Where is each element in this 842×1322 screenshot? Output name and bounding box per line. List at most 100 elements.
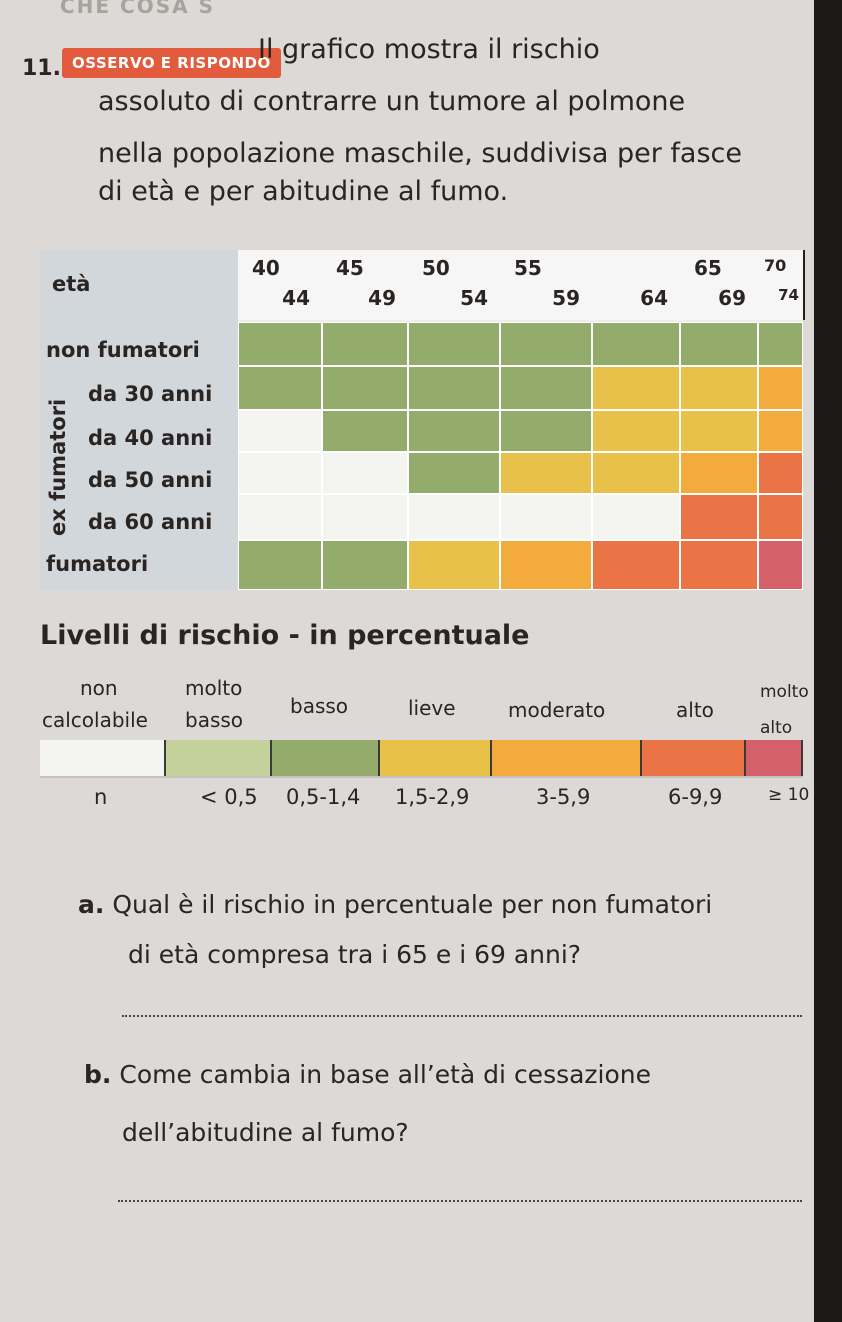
risk-cell: [238, 322, 322, 366]
legend-label-line-2: calcolabile: [42, 708, 148, 732]
row-label-column: età non fumatori da 30 anni da 40 anni d…: [40, 250, 238, 590]
legend-swatch: [492, 740, 642, 776]
risk-cell: [500, 322, 592, 366]
answer-line-b[interactable]: [118, 1200, 802, 1202]
legend-range: ≥ 10: [768, 785, 810, 805]
legend-label-line-2: basso: [290, 694, 349, 718]
age-group-end: 44: [282, 286, 310, 310]
age-group-0: 40 44: [238, 250, 324, 320]
row-label-da-50-anni: da 50 anni: [88, 468, 213, 492]
risk-cell: [408, 452, 500, 494]
risk-cell: [592, 322, 680, 366]
legend-swatch: [642, 740, 746, 776]
age-group-end: 64: [640, 286, 668, 310]
risk-cell: [592, 410, 680, 452]
risk-cell: [680, 494, 758, 540]
page-header-fragment: CHE COSA S: [60, 0, 215, 18]
question-b-line-1: b. Come cambia in base all’età di cessaz…: [84, 1060, 651, 1089]
legend-label-line-1: molto: [760, 682, 809, 702]
legend-swatch: [166, 740, 272, 776]
intro-line-2: assoluto di contrarre un tumore al polmo…: [98, 86, 686, 117]
age-group-start: 65: [694, 256, 722, 280]
legend-label-line-2: alto: [676, 698, 714, 722]
intro-line-4: di età e per abitudine al fumo.: [98, 176, 509, 207]
risk-cell: [758, 410, 803, 452]
risk-cell: [408, 494, 500, 540]
age-group-end: 49: [368, 286, 396, 310]
risk-cell: [500, 366, 592, 410]
age-group-5: 65 69: [680, 250, 760, 320]
risk-cell: [592, 494, 680, 540]
intro-line-3: nella popolazione maschile, suddivisa pe…: [98, 138, 743, 169]
legend-label-line-1: molto: [185, 676, 243, 700]
legend-range: 3-5,9: [536, 785, 591, 809]
page-edge: [814, 0, 842, 1322]
legend-label-line-2: alto: [760, 718, 793, 738]
age-group-end: 74: [778, 286, 799, 304]
risk-cell: [758, 322, 803, 366]
eta-header: età: [52, 272, 91, 296]
exercise-number: 11.: [22, 56, 61, 81]
risk-cell: [758, 494, 803, 540]
exercise-badge: OSSERVO E RISPONDO: [62, 48, 281, 78]
risk-cell: [238, 410, 322, 452]
risk-cell: [680, 322, 758, 366]
ex-fumatori-label: ex fumatori: [46, 398, 70, 536]
legend-swatch: [746, 740, 803, 776]
risk-cell: [238, 494, 322, 540]
question-b-text-2: dell’abitudine al fumo?: [122, 1118, 409, 1147]
legend-label-line-2: basso: [185, 708, 244, 732]
risk-cell: [758, 452, 803, 494]
risk-cell: [322, 322, 408, 366]
legend-swatch: [380, 740, 492, 776]
risk-cell: [322, 540, 408, 590]
age-group-2: 50 54: [408, 250, 502, 320]
legend-swatch: [272, 740, 380, 776]
risk-cell: [592, 540, 680, 590]
risk-cell: [322, 452, 408, 494]
risk-cell: [500, 410, 592, 452]
risk-cell: [238, 366, 322, 410]
row-label-non-fumatori: non fumatori: [46, 338, 200, 362]
risk-cell: [322, 494, 408, 540]
legend-swatch: [40, 740, 166, 776]
question-a-text-1: Qual è il rischio in percentuale per non…: [112, 890, 713, 919]
risk-cell: [680, 540, 758, 590]
age-group-3: 55 59: [500, 250, 594, 320]
risk-cell: [680, 410, 758, 452]
age-group-start: 50: [422, 256, 450, 280]
age-group-end: 54: [460, 286, 488, 310]
age-group-1: 45 49: [322, 250, 410, 320]
risk-cell: [758, 366, 803, 410]
risk-cell: [322, 366, 408, 410]
risk-cell: [500, 494, 592, 540]
legend-range: < 0,5: [200, 785, 258, 809]
risk-cell: [592, 452, 680, 494]
risk-cell: [238, 452, 322, 494]
row-label-da-40-anni: da 40 anni: [88, 426, 213, 450]
answer-line-a[interactable]: [122, 1015, 802, 1017]
legend-bar: [40, 740, 803, 778]
legend-range: 1,5-2,9: [395, 785, 470, 809]
question-a-letter: a.: [78, 890, 105, 919]
risk-table: età non fumatori da 30 anni da 40 anni d…: [40, 250, 805, 590]
risk-cell: [500, 452, 592, 494]
question-a-line-1: a. Qual è il rischio in percentuale per …: [78, 890, 712, 919]
risk-cell: [500, 540, 592, 590]
intro-line-1: Il grafico mostra il rischio: [258, 34, 600, 65]
question-a-text-2: di età compresa tra i 65 e i 69 anni?: [128, 940, 582, 969]
age-group-end: 59: [552, 286, 580, 310]
legend-label-line-2: lieve: [408, 696, 456, 720]
risk-cell: [408, 366, 500, 410]
risk-cell: [408, 540, 500, 590]
row-label-fumatori: fumatori: [46, 552, 149, 576]
question-b-letter: b.: [84, 1060, 112, 1089]
legend-range: 0,5-1,4: [286, 785, 361, 809]
legend-label-line-1: non: [80, 676, 118, 700]
risk-cell: [680, 452, 758, 494]
risk-cell: [238, 540, 322, 590]
age-group-start: 55: [514, 256, 542, 280]
question-b-text-1: Come cambia in base all’età di cessazion…: [119, 1060, 652, 1089]
row-label-da-30-anni: da 30 anni: [88, 382, 213, 406]
age-group-start: 45: [336, 256, 364, 280]
